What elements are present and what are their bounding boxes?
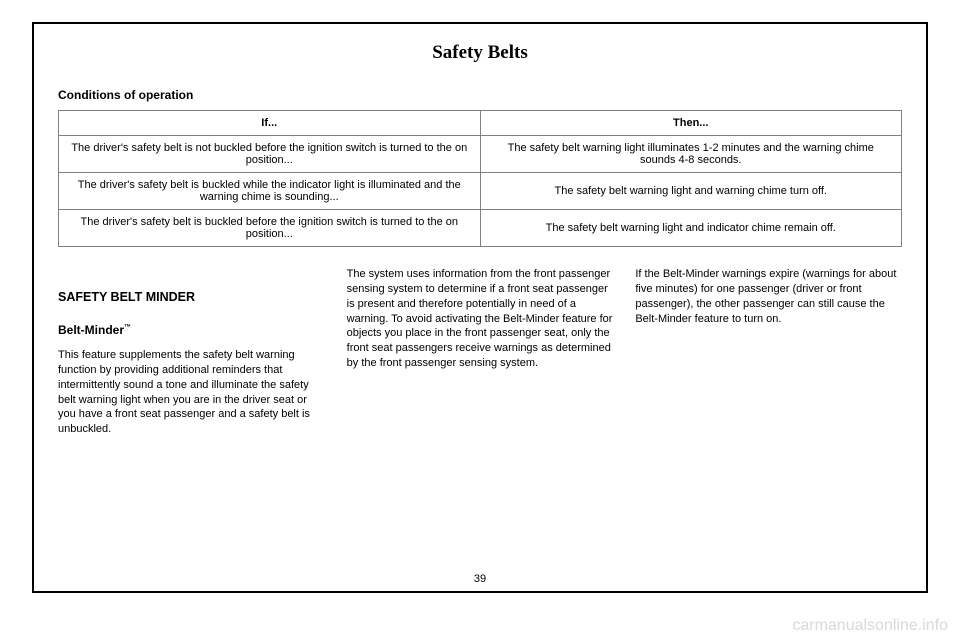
table-cell-if: The driver's safety belt is not buckled … xyxy=(59,136,481,173)
page-number: 39 xyxy=(34,573,926,585)
tm-symbol: ™ xyxy=(124,324,131,331)
table-cell-then: The safety belt warning light illuminate… xyxy=(480,136,902,173)
table-cell-if: The driver's safety belt is buckled whil… xyxy=(59,173,481,210)
column-2-body: The system uses information from the fro… xyxy=(347,267,614,371)
subsection-title: Belt-Minder™ xyxy=(58,322,325,338)
column-3-body: If the Belt-Minder warnings expire (warn… xyxy=(635,267,902,326)
conditions-subheading: Conditions of operation xyxy=(58,88,902,102)
section-title: SAFETY BELT MINDER xyxy=(58,289,325,306)
table-cell-then: The safety belt warning light and indica… xyxy=(480,210,902,247)
table-header-if: If... xyxy=(59,111,481,136)
conditions-table: If... Then... The driver's safety belt i… xyxy=(58,110,902,247)
column-3: If the Belt-Minder warnings expire (warn… xyxy=(635,267,902,437)
table-row: The driver's safety belt is buckled befo… xyxy=(59,210,902,247)
belt-minder-label: Belt-Minder xyxy=(58,323,124,337)
text-columns: SAFETY BELT MINDER Belt-Minder™ This fea… xyxy=(58,267,902,437)
table-row: The driver's safety belt is not buckled … xyxy=(59,136,902,173)
table-header-row: If... Then... xyxy=(59,111,902,136)
table-cell-then: The safety belt warning light and warnin… xyxy=(480,173,902,210)
table-row: The driver's safety belt is buckled whil… xyxy=(59,173,902,210)
page-frame: Safety Belts Conditions of operation If.… xyxy=(32,22,928,593)
watermark: carmanualsonline.info xyxy=(792,617,948,635)
column-1: SAFETY BELT MINDER Belt-Minder™ This fea… xyxy=(58,267,325,437)
column-1-body: This feature supplements the safety belt… xyxy=(58,348,325,437)
table-cell-if: The driver's safety belt is buckled befo… xyxy=(59,210,481,247)
page-title: Safety Belts xyxy=(58,42,902,64)
column-2: The system uses information from the fro… xyxy=(347,267,614,437)
table-header-then: Then... xyxy=(480,111,902,136)
